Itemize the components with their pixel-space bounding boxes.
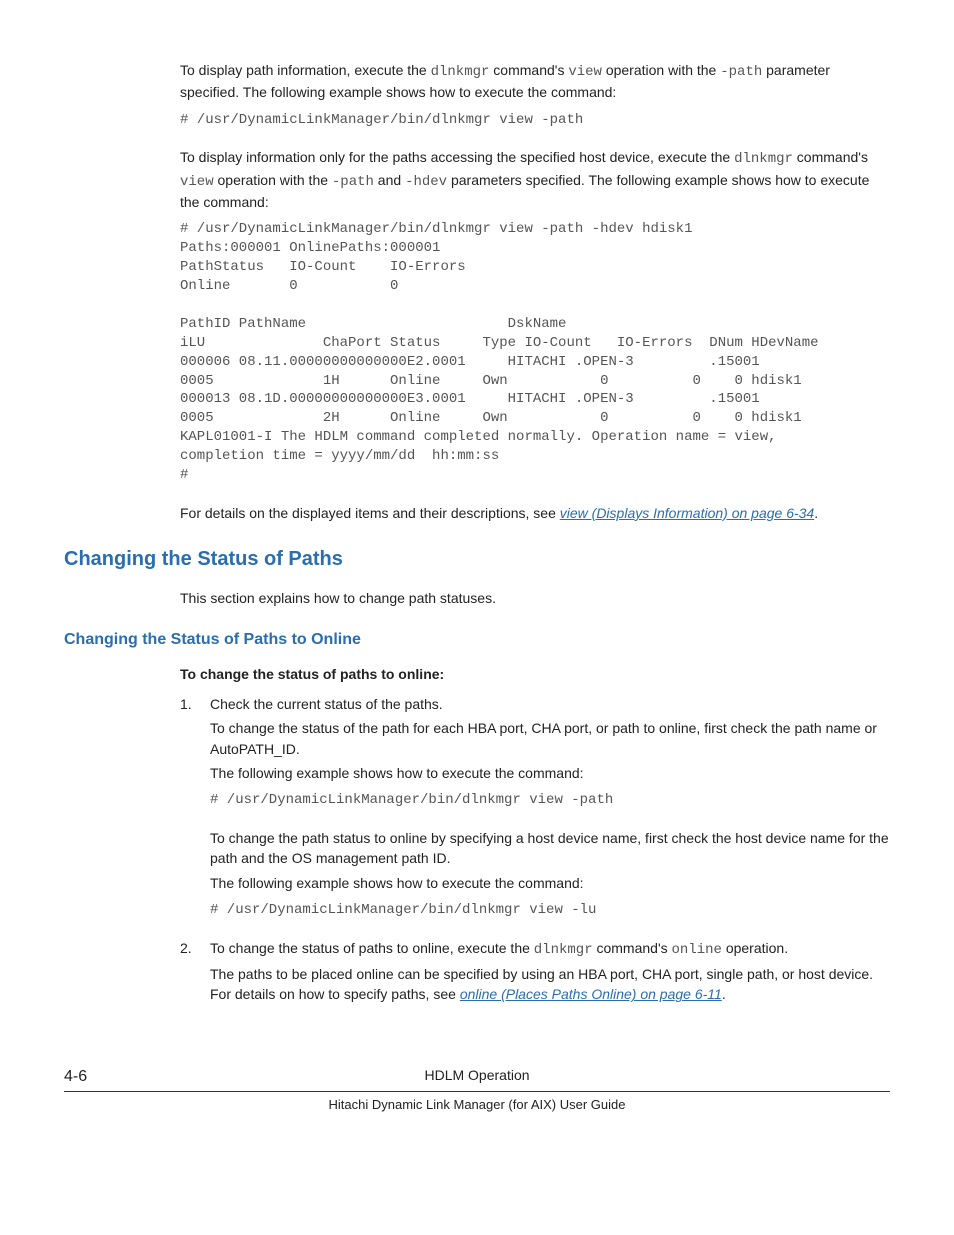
text: command's: [793, 149, 868, 165]
step-line: The paths to be placed online can be spe…: [210, 964, 890, 1005]
steps-list: 1. Check the current status of the paths…: [180, 694, 890, 1005]
code: dlnkmgr: [431, 64, 490, 80]
xref-view-displays[interactable]: view (Displays Information) on page 6-34: [560, 505, 814, 521]
text: .: [722, 986, 726, 1002]
step-line: The following example shows how to execu…: [210, 873, 890, 893]
text: For details on the displayed items and t…: [180, 505, 560, 521]
step-1: 1. Check the current status of the paths…: [180, 694, 890, 920]
text: and: [374, 172, 405, 188]
text: To display path information, execute the: [180, 62, 431, 78]
step-number: 2.: [180, 938, 192, 958]
code: view: [568, 64, 602, 80]
footer-subtitle: Hitachi Dynamic Link Manager (for AIX) U…: [329, 1097, 626, 1112]
code: -path: [332, 174, 374, 190]
step-line: To change the status of paths to online,…: [210, 938, 890, 960]
section-intro: This section explains how to change path…: [180, 588, 890, 608]
step-number: 1.: [180, 694, 192, 714]
command-block: # /usr/DynamicLinkManager/bin/dlnkmgr vi…: [180, 111, 890, 130]
page-footer: 4-6 HDLM Operation Hitachi Dynamic Link …: [64, 1065, 890, 1115]
text: command's: [489, 62, 568, 78]
code: -hdev: [405, 174, 447, 190]
command-block: # /usr/DynamicLinkManager/bin/dlnkmgr vi…: [210, 791, 890, 810]
step-line: To change the path status to online by s…: [210, 828, 890, 869]
text: operation with the: [214, 172, 332, 188]
intro-p1: To display path information, execute the…: [180, 60, 890, 103]
footer-rule: [64, 1091, 890, 1092]
intro-p2: To display information only for the path…: [180, 147, 890, 212]
text: .: [814, 505, 818, 521]
heading-changing-to-online: Changing the Status of Paths to Online: [64, 628, 890, 651]
heading-changing-status: Changing the Status of Paths: [64, 545, 890, 574]
step-line: To change the status of the path for eac…: [210, 718, 890, 759]
xref-online-places[interactable]: online (Places Paths Online) on page 6-1…: [460, 986, 722, 1002]
step-line: Check the current status of the paths.: [210, 694, 890, 714]
code: dlnkmgr: [534, 942, 593, 958]
page-number: 4-6: [64, 1065, 87, 1088]
command-output-block: # /usr/DynamicLinkManager/bin/dlnkmgr vi…: [180, 220, 890, 484]
code: dlnkmgr: [734, 151, 793, 167]
intro-block: To display path information, execute the…: [180, 60, 890, 523]
text: To change the status of paths to online,…: [210, 940, 534, 956]
code: online: [672, 942, 722, 958]
footer-title: HDLM Operation: [424, 1067, 529, 1083]
code: view: [180, 174, 214, 190]
section-intro-text: This section explains how to change path…: [180, 588, 890, 608]
text: command's: [593, 940, 672, 956]
text: To display information only for the path…: [180, 149, 734, 165]
step-2: 2. To change the status of paths to onli…: [180, 938, 890, 1005]
procedure-title: To change the status of paths to online:: [180, 664, 890, 684]
text: operation.: [722, 940, 788, 956]
command-block: # /usr/DynamicLinkManager/bin/dlnkmgr vi…: [210, 901, 890, 920]
code: -path: [720, 64, 762, 80]
step-line: The following example shows how to execu…: [210, 763, 890, 783]
text: operation with the: [602, 62, 720, 78]
intro-p3: For details on the displayed items and t…: [180, 503, 890, 523]
procedure-block: To change the status of paths to online:…: [180, 664, 890, 1005]
